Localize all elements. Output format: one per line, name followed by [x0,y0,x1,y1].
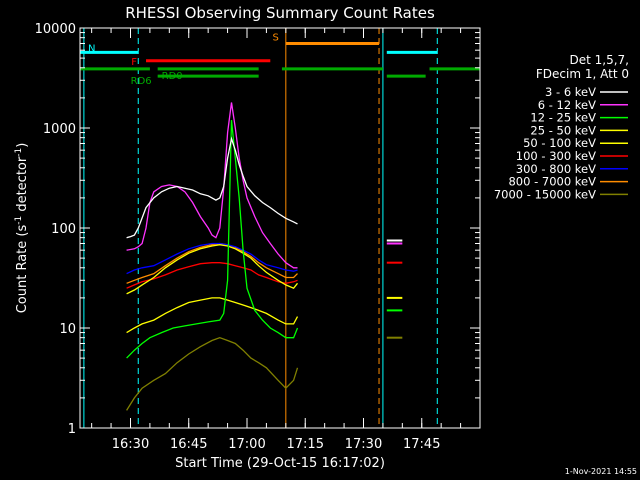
x-tick-label: 17:30 [345,437,382,452]
footer-timestamp: 1-Nov-2021 14:55 [565,467,637,476]
y-axis-label-part: detector [15,156,30,216]
legend-entry-label: 50 - 100 keV [523,136,596,150]
legend-header-line: Det 1,5,7, [570,53,630,67]
flag-bar-label: F [131,57,137,68]
legend-entry-label: 300 - 800 keV [516,162,596,176]
series-line [126,136,298,239]
legend-entry-label: 800 - 7000 keV [508,175,596,189]
series-line [126,242,298,275]
plot-area: NSFRD0RD6 [80,28,480,428]
flag-bar-label: S [272,32,278,43]
x-axis-label: Start Time (29-Oct-15 16:17:02) [175,456,385,471]
x-tick-label: 16:45 [170,437,207,452]
x-tick-label: 17:45 [403,437,440,452]
series-line [126,297,299,334]
y-tick-label: 1000 [43,122,76,137]
legend-entry-label: 12 - 25 keV [530,111,596,125]
y-tick-label: 10000 [35,22,76,37]
y-axis-label-part: Count Rate (s [15,225,30,314]
y-tick-label: 1 [68,422,76,437]
y-axis-label: Count Rate (s-1 detector-1) [14,143,30,314]
series-line [126,120,299,359]
axes: 1 10 100 1000 10000 16:30 16:45 17:00 17:15 17:30… [35,22,481,452]
y-tick-label: 100 [51,222,76,237]
series-line [126,244,299,295]
flag-bar-label: RD6 [131,76,152,87]
y-tick-label: 10 [59,322,76,337]
series-line [126,262,298,289]
legend-entry-label: 100 - 300 keV [516,149,596,163]
legend-entry-label: 6 - 12 keV [538,98,596,112]
series-line [126,337,299,411]
y-axis-label-part: -1 [14,148,24,157]
legend-entry-label: 3 - 6 keV [545,85,596,99]
y-axis-label-part: ) [15,143,30,148]
legend-entry-label: 7000 - 15000 keV [494,187,596,201]
x-tick-label: 17:00 [228,437,265,452]
legend-header-line: FDecim 1, Att 0 [536,67,629,81]
flag-bar-label: N [88,43,95,54]
y-axis-label-part: -1 [14,216,24,225]
x-tick-label: 16:30 [112,437,149,452]
legend-entry-label: 25 - 50 keV [530,123,596,137]
chart-title: RHESSI Observing Summary Count Rates [125,4,435,22]
x-tick-label: 17:15 [287,437,324,452]
